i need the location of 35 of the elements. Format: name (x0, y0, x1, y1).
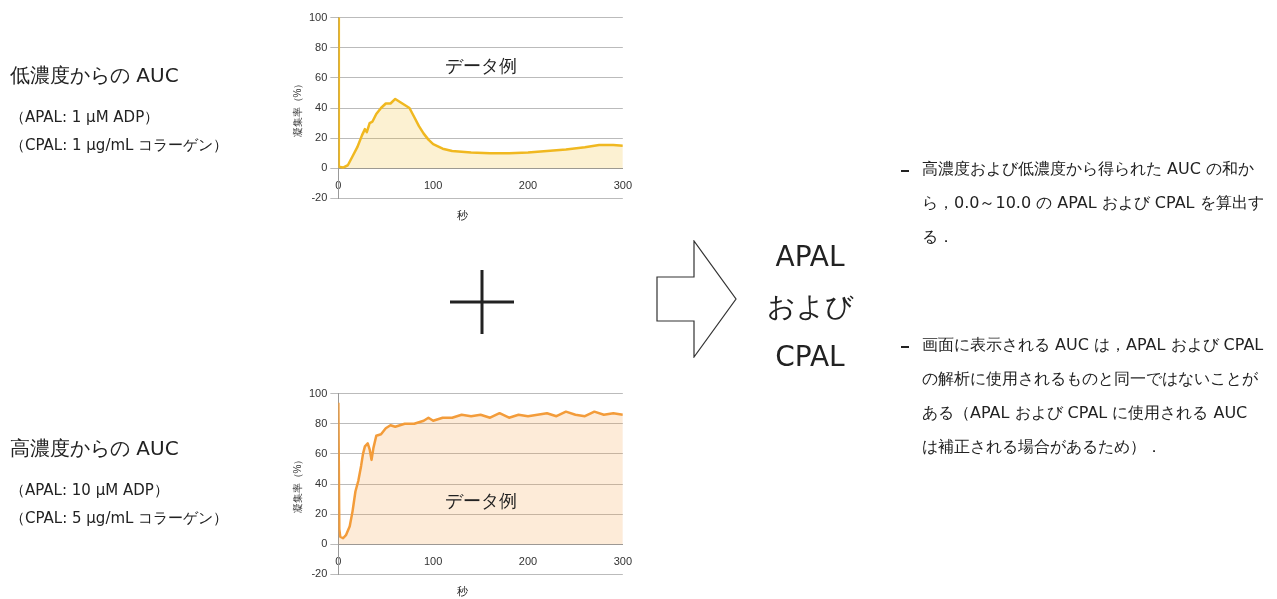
y-tick-label: 80 (315, 40, 328, 53)
y-tick-label: 40 (315, 477, 328, 490)
y-axis-title: 凝集率（%） (291, 454, 303, 514)
x-tick-label: 100 (424, 178, 443, 191)
annotation: データ例 (444, 55, 517, 77)
x-tick-label: 300 (613, 178, 632, 191)
y-tick-label: 40 (315, 101, 328, 114)
x-tick-label: 200 (518, 178, 538, 191)
y-tick-label: 60 (315, 446, 328, 459)
annotation: データ例 (444, 489, 517, 511)
text: 低濃度からの AUC (10, 62, 180, 89)
text: （CPAL: 5 μg/mL コラーゲン） (10, 508, 229, 529)
y-tick-label: 0 (321, 537, 328, 550)
x-tick-label: 100 (424, 554, 443, 567)
y-tick-label: 60 (315, 70, 328, 83)
x-axis-title: 秒 (456, 208, 469, 223)
text: 高濃度からの AUC (10, 435, 180, 462)
x-tick-label: 300 (613, 554, 632, 567)
text: 高濃度および低濃度から得られた AUC の和から，0.0～10.0 の APAL および CPAL を算出する． (922, 158, 1265, 248)
text: （APAL: 10 μM ADP） (10, 480, 170, 501)
y-tick-label: 100 (308, 10, 328, 23)
y-tick-label: 80 (315, 416, 328, 429)
y-tick-label: -20 (311, 567, 328, 580)
text: APAL および CPAL (765, 239, 855, 375)
y-tick-label: -20 (311, 191, 328, 204)
x-tick-label: 200 (518, 554, 538, 567)
text: （CPAL: 1 μg/mL コラーゲン） (10, 135, 229, 156)
x-axis-title: 秒 (456, 584, 469, 599)
y-tick-label: 100 (308, 386, 328, 399)
y-axis-title: 凝集率（%） (291, 78, 303, 138)
text: （APAL: 1 μM ADP） (10, 107, 161, 128)
text: 画面に表示される AUC は，APAL および CPAL の解析に使用されるものと同一ではないことがある（APAL および CPAL に使用される AUC は補正される場合があるため）． (922, 334, 1265, 458)
y-tick-label: 0 (321, 161, 328, 174)
y-tick-label: 20 (315, 131, 328, 144)
y-tick-label: 20 (315, 507, 328, 520)
